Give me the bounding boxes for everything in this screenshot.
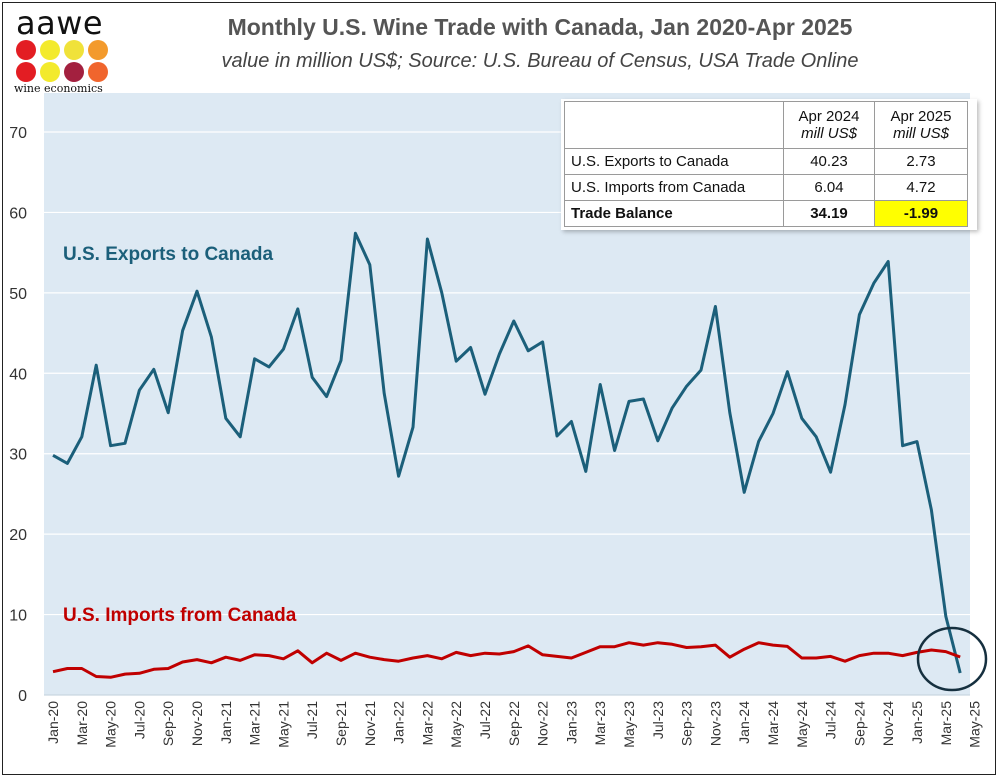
logo-dot bbox=[64, 40, 84, 60]
x-tick-label: Jan-22 bbox=[391, 701, 407, 744]
row-value-highlighted: -1.99 bbox=[874, 200, 968, 227]
data-points bbox=[52, 233, 961, 678]
x-tick-label: Nov-23 bbox=[707, 701, 723, 746]
row-label: U.S. Exports to Canada bbox=[564, 148, 784, 175]
imports-series-label: U.S. Imports from Canada bbox=[63, 605, 297, 626]
x-tick-label: Jan-20 bbox=[45, 701, 61, 744]
logo-dot bbox=[64, 62, 84, 82]
y-tick-label: 50 bbox=[9, 286, 27, 303]
row-label: Trade Balance bbox=[564, 200, 784, 227]
y-tick-label: 20 bbox=[9, 527, 27, 544]
chart-subtitle: value in million US$; Source: U.S. Burea… bbox=[221, 50, 859, 72]
x-tick-label: Sep-22 bbox=[506, 701, 522, 746]
y-tick-label: 30 bbox=[9, 447, 27, 464]
table-col-header: Apr 2024 mill US$ bbox=[783, 101, 875, 149]
logo-dot bbox=[16, 62, 36, 82]
x-tick-label: Mar-23 bbox=[592, 701, 608, 746]
y-tick-label: 10 bbox=[9, 608, 27, 625]
row-value: 2.73 bbox=[874, 148, 968, 175]
x-tick-label: Mar-24 bbox=[765, 701, 781, 746]
x-tick-label: Jul-21 bbox=[304, 701, 320, 739]
row-value: 4.72 bbox=[874, 174, 968, 201]
aawe-logo: aawe wine economics bbox=[14, 4, 114, 96]
x-tick-label: Jan-21 bbox=[218, 701, 234, 744]
x-tick-label: Sep-21 bbox=[333, 701, 349, 746]
x-tick-label: Jul-20 bbox=[131, 701, 147, 739]
col-header-unit: mill US$ bbox=[801, 125, 857, 142]
y-tick-label: 0 bbox=[18, 688, 27, 705]
logo-dot bbox=[40, 62, 60, 82]
x-tick-label: May-24 bbox=[794, 701, 810, 748]
x-tick-label: Mar-25 bbox=[938, 701, 954, 746]
x-tick-label: May-20 bbox=[103, 701, 119, 748]
row-value: 40.23 bbox=[783, 148, 875, 175]
x-tick-label: Jul-24 bbox=[823, 701, 839, 739]
logo-tagline: wine economics bbox=[14, 82, 103, 95]
x-tick-label: May-25 bbox=[967, 701, 983, 748]
highlight-circle bbox=[916, 626, 988, 692]
x-tick-label: Nov-20 bbox=[189, 701, 205, 746]
x-tick-label: Mar-20 bbox=[74, 701, 90, 746]
y-tick-label: 70 bbox=[9, 125, 27, 142]
x-tick-label: Sep-23 bbox=[679, 701, 695, 746]
x-tick-label: Jul-23 bbox=[650, 701, 666, 739]
x-tick-label: Sep-20 bbox=[160, 701, 176, 746]
x-tick-label: Nov-21 bbox=[362, 701, 378, 746]
series-line-imports bbox=[52, 641, 961, 679]
col-header-unit: mill US$ bbox=[893, 125, 949, 142]
x-tick-label: May-21 bbox=[275, 701, 291, 748]
x-tick-label: Nov-22 bbox=[535, 701, 551, 746]
summary-table-box: Apr 2024 mill US$ Apr 2025 mill US$ U.S.… bbox=[561, 99, 977, 230]
x-tick-label: Jan-25 bbox=[909, 701, 925, 744]
y-axis: 0 10 20 30 40 50 60 70 bbox=[9, 125, 27, 705]
series-line-exports bbox=[52, 231, 962, 674]
col-header-period: Apr 2024 bbox=[798, 108, 860, 125]
x-tick-label: Mar-22 bbox=[419, 701, 435, 746]
x-tick-label: Jan-23 bbox=[563, 701, 579, 744]
logo-dot bbox=[16, 40, 36, 60]
x-axis: Jan-20 Mar-20 May-20 Jul-20 Sep-20 Nov-20 Jan-… bbox=[45, 701, 983, 748]
row-label: U.S. Imports from Canada bbox=[564, 174, 784, 201]
logo-dot bbox=[88, 62, 108, 82]
x-tick-label: Jul-22 bbox=[477, 701, 493, 739]
table-header-row: Apr 2024 mill US$ Apr 2025 mill US$ bbox=[564, 101, 968, 149]
table-col-header: Apr 2025 mill US$ bbox=[874, 101, 968, 149]
table-row: U.S. Exports to Canada 40.23 2.73 bbox=[564, 148, 968, 175]
row-value: 34.19 bbox=[783, 200, 875, 227]
col-header-period: Apr 2025 bbox=[890, 108, 952, 125]
x-tick-label: Jan-24 bbox=[736, 701, 752, 744]
logo-dot bbox=[88, 40, 108, 60]
x-tick-label: Sep-24 bbox=[851, 701, 867, 746]
table-row: U.S. Imports from Canada 6.04 4.72 bbox=[564, 174, 968, 201]
y-tick-label: 40 bbox=[9, 366, 27, 383]
x-tick-label: Nov-24 bbox=[880, 701, 896, 746]
y-tick-label: 60 bbox=[9, 205, 27, 222]
x-tick-label: May-23 bbox=[621, 701, 637, 748]
x-tick-label: May-22 bbox=[448, 701, 464, 748]
exports-series-label: U.S. Exports to Canada bbox=[63, 244, 274, 265]
table-corner-cell bbox=[564, 101, 784, 149]
logo-wordmark: aawe bbox=[16, 4, 104, 42]
table-row: Trade Balance 34.19 -1.99 bbox=[564, 200, 968, 227]
chart-title: Monthly U.S. Wine Trade with Canada, Jan… bbox=[227, 14, 853, 40]
x-tick-label: Mar-21 bbox=[247, 701, 263, 746]
logo-dot bbox=[40, 40, 60, 60]
summary-table: Apr 2024 mill US$ Apr 2025 mill US$ U.S.… bbox=[564, 101, 968, 227]
row-value: 6.04 bbox=[783, 174, 875, 201]
